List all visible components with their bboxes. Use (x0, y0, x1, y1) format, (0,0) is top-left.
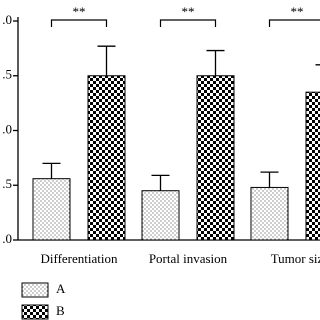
bar (305, 91, 320, 241)
error-bar (151, 174, 170, 191)
significance-bracket (268, 19, 320, 27)
y-tick-label: .5 (2, 67, 12, 82)
bar (141, 190, 180, 241)
error-bar (315, 64, 320, 66)
error-bar (206, 49, 225, 76)
legend-swatch (21, 304, 49, 320)
bar (196, 75, 235, 241)
bar (250, 186, 289, 241)
x-tick-label: Differentiation (40, 251, 118, 266)
error-bar (260, 171, 279, 188)
y-tick-label: .0 (2, 231, 12, 246)
legend-swatch (21, 282, 49, 298)
bar (87, 75, 126, 241)
error-bar (42, 162, 61, 179)
y-tick-label: .0 (2, 12, 12, 27)
y-tick-label: .0 (2, 121, 12, 136)
x-tick-label: Portal invasion (149, 251, 228, 266)
legend-label: A (56, 281, 66, 296)
y-tick-label: .5 (2, 176, 12, 191)
significance-bracket (50, 19, 108, 27)
significance-bracket (159, 19, 217, 27)
annotation: ** (291, 4, 304, 19)
annotation: ** (73, 4, 86, 19)
x-tick-label: Tumor siz (271, 251, 320, 266)
annotation: ** (182, 4, 195, 19)
bar (32, 178, 71, 241)
error-bar (97, 45, 116, 76)
legend-label: B (56, 303, 65, 318)
